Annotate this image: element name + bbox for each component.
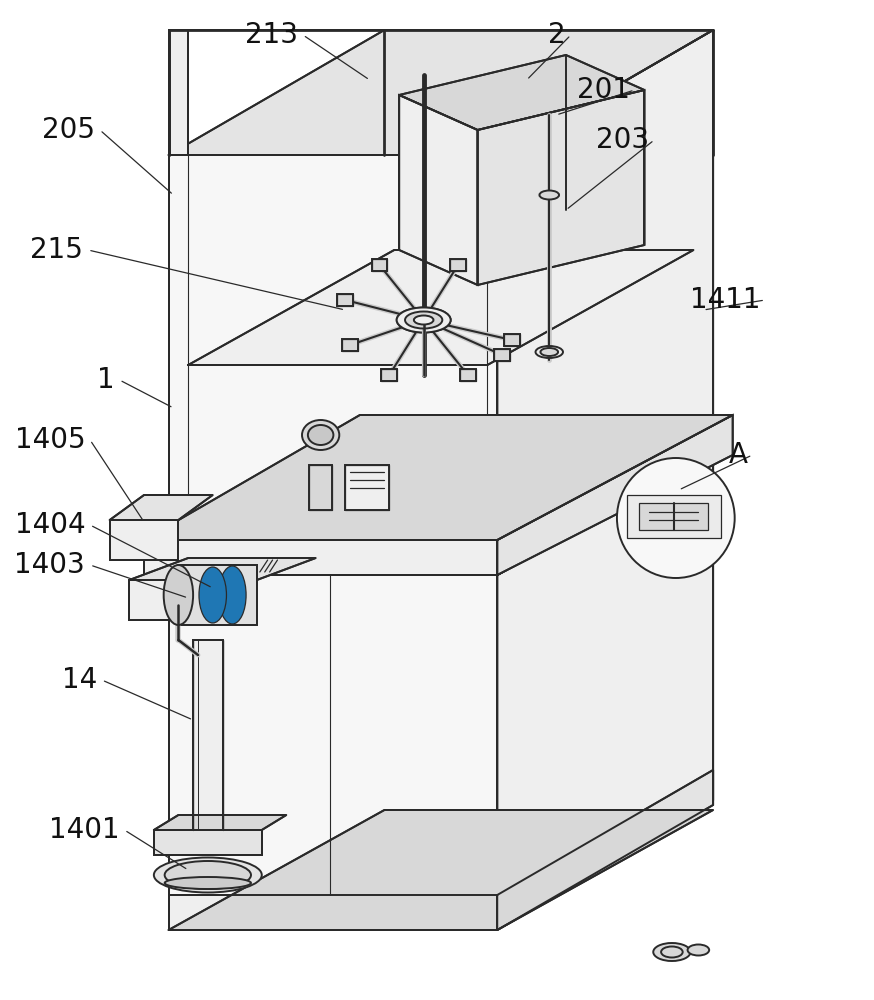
Polygon shape <box>169 155 497 575</box>
Text: 213: 213 <box>245 21 298 49</box>
Polygon shape <box>497 415 732 575</box>
Text: 1411: 1411 <box>690 286 760 314</box>
Ellipse shape <box>397 308 451 332</box>
Text: 203: 203 <box>596 126 649 154</box>
Text: 2: 2 <box>548 21 566 49</box>
Ellipse shape <box>414 316 434 324</box>
Polygon shape <box>188 250 693 365</box>
Polygon shape <box>154 830 262 855</box>
Text: 1: 1 <box>97 366 114 394</box>
Text: 201: 201 <box>577 76 629 104</box>
Polygon shape <box>169 575 497 925</box>
Ellipse shape <box>405 312 442 328</box>
Polygon shape <box>144 540 497 575</box>
Ellipse shape <box>164 877 251 889</box>
Polygon shape <box>504 334 520 346</box>
Polygon shape <box>497 450 713 925</box>
Polygon shape <box>337 294 353 306</box>
Polygon shape <box>345 465 389 510</box>
Polygon shape <box>477 90 644 285</box>
Polygon shape <box>169 30 188 155</box>
Ellipse shape <box>154 857 262 892</box>
Polygon shape <box>497 30 713 575</box>
Ellipse shape <box>164 861 251 889</box>
Polygon shape <box>154 815 287 830</box>
Polygon shape <box>639 503 708 530</box>
Polygon shape <box>110 495 212 520</box>
Text: 1404: 1404 <box>15 511 85 539</box>
Polygon shape <box>450 259 466 271</box>
Polygon shape <box>169 455 713 575</box>
Polygon shape <box>193 640 223 830</box>
Polygon shape <box>627 495 721 538</box>
Polygon shape <box>381 369 397 381</box>
Text: A: A <box>728 441 747 469</box>
Text: 215: 215 <box>31 236 83 264</box>
Polygon shape <box>399 95 477 285</box>
Ellipse shape <box>536 346 563 358</box>
Polygon shape <box>144 415 732 540</box>
Ellipse shape <box>653 943 690 961</box>
Text: 14: 14 <box>62 666 97 694</box>
Polygon shape <box>178 565 257 625</box>
Polygon shape <box>495 349 510 361</box>
Text: 1401: 1401 <box>49 816 120 844</box>
Polygon shape <box>169 810 713 930</box>
Ellipse shape <box>308 425 333 445</box>
Ellipse shape <box>302 420 339 450</box>
Polygon shape <box>169 895 497 930</box>
Polygon shape <box>129 580 257 620</box>
Polygon shape <box>497 770 713 930</box>
Ellipse shape <box>539 190 559 200</box>
Polygon shape <box>399 55 644 130</box>
Polygon shape <box>110 520 178 560</box>
Ellipse shape <box>199 567 226 623</box>
Text: 1403: 1403 <box>15 551 85 579</box>
Circle shape <box>617 458 735 578</box>
Polygon shape <box>460 369 475 381</box>
Ellipse shape <box>540 348 558 356</box>
Text: 1405: 1405 <box>15 426 85 454</box>
Ellipse shape <box>397 308 451 332</box>
Polygon shape <box>343 339 358 351</box>
Ellipse shape <box>405 312 442 328</box>
Polygon shape <box>169 30 713 155</box>
Polygon shape <box>371 259 387 271</box>
Ellipse shape <box>218 566 246 624</box>
Ellipse shape <box>163 565 193 625</box>
Ellipse shape <box>688 944 709 956</box>
Ellipse shape <box>661 946 683 958</box>
Text: 205: 205 <box>42 116 95 144</box>
Polygon shape <box>309 465 332 510</box>
Polygon shape <box>129 558 316 580</box>
